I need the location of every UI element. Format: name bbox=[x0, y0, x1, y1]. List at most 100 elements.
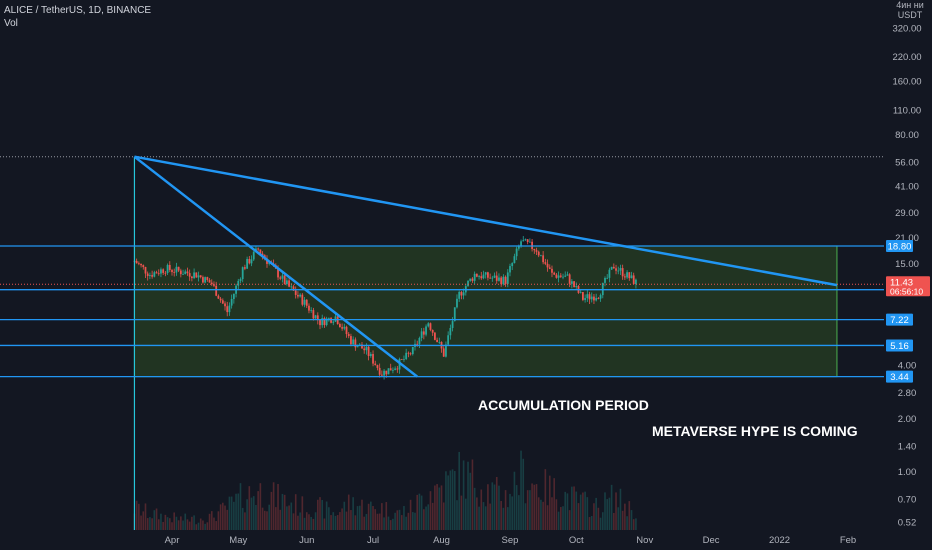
candle-body bbox=[232, 293, 235, 299]
candle-body bbox=[160, 269, 162, 274]
volume-bar bbox=[354, 515, 357, 530]
candle-body bbox=[215, 285, 218, 296]
candle-body bbox=[405, 352, 408, 359]
volume-bar bbox=[407, 512, 410, 530]
trendline bbox=[133, 155, 418, 378]
candle-body bbox=[612, 266, 615, 269]
candle-body bbox=[352, 339, 355, 345]
volume-bar bbox=[330, 515, 332, 530]
y-tick-label: 29.00 bbox=[895, 208, 919, 219]
volume-bar bbox=[358, 505, 361, 530]
volume-bar bbox=[460, 495, 463, 530]
volume-bar bbox=[465, 498, 467, 530]
candle-body bbox=[374, 363, 377, 366]
volume-bar bbox=[403, 506, 405, 530]
candle-body bbox=[564, 275, 567, 277]
volume-bar bbox=[325, 501, 328, 530]
candle-body bbox=[566, 274, 569, 276]
volume-bar bbox=[613, 512, 615, 530]
candle-body bbox=[217, 295, 220, 299]
candle-body bbox=[442, 348, 445, 357]
volume-bar bbox=[414, 512, 416, 530]
candle-body bbox=[277, 268, 279, 278]
volume-bar bbox=[352, 497, 354, 530]
interval-label: 4ин ни bbox=[896, 0, 924, 10]
volume-bar bbox=[608, 497, 611, 530]
candle-body bbox=[411, 346, 414, 355]
volume-bar bbox=[449, 470, 452, 530]
x-tick-label: Jun bbox=[299, 535, 314, 546]
candle-body bbox=[303, 299, 306, 305]
volume-bar bbox=[230, 496, 233, 530]
candle-body bbox=[526, 239, 529, 243]
volume-bar bbox=[400, 515, 403, 530]
candle-body bbox=[367, 346, 370, 357]
volume-bar bbox=[431, 502, 434, 530]
volume-bar bbox=[173, 512, 176, 530]
price-axis-header: 4ин ни USDT bbox=[890, 0, 930, 20]
volume-bar bbox=[557, 511, 560, 530]
y-tick-label: 220.00 bbox=[892, 52, 921, 63]
candle-body bbox=[475, 273, 478, 277]
candle-body bbox=[469, 278, 472, 281]
candle-body bbox=[153, 272, 156, 277]
volume-bar bbox=[436, 484, 438, 530]
axis-layer: 320.00 220.00 160.00 110.00 80.00 56.00 41.00 2… bbox=[165, 23, 930, 546]
volume-bar bbox=[425, 506, 427, 530]
candle-body bbox=[551, 268, 553, 273]
volume-bar bbox=[215, 521, 217, 530]
volume-bar bbox=[491, 482, 494, 530]
candle-body bbox=[294, 290, 297, 295]
volume-bar bbox=[188, 521, 191, 530]
volume-bar bbox=[182, 520, 184, 530]
volume-layer bbox=[133, 450, 637, 530]
volume-bar bbox=[405, 516, 407, 530]
volume-bar bbox=[135, 500, 138, 530]
volume-bar bbox=[268, 504, 271, 530]
candle-body bbox=[445, 344, 447, 357]
candle-body bbox=[292, 286, 295, 291]
volume-bar bbox=[553, 478, 555, 530]
volume-bar bbox=[193, 515, 195, 530]
candle-body bbox=[582, 292, 584, 300]
volume-bar bbox=[471, 459, 474, 530]
volume-bar bbox=[546, 505, 549, 530]
volume-bar bbox=[566, 493, 569, 530]
volume-bar bbox=[518, 495, 520, 530]
volume-bar bbox=[237, 493, 240, 530]
y-tick-label: 0.52 bbox=[898, 518, 917, 529]
candle-body bbox=[515, 248, 518, 257]
volume-bar bbox=[294, 494, 297, 530]
volume-bar bbox=[520, 450, 522, 530]
candle-body bbox=[193, 272, 195, 279]
candle-body bbox=[493, 275, 496, 278]
volume-bar bbox=[153, 510, 156, 530]
candle-body bbox=[283, 275, 286, 285]
candle-body bbox=[555, 274, 558, 278]
candle-body bbox=[314, 315, 317, 319]
candle-body bbox=[171, 270, 173, 273]
candle-body bbox=[149, 275, 151, 277]
volume-bar bbox=[363, 516, 365, 530]
candle-body bbox=[137, 263, 140, 265]
candle-body bbox=[190, 276, 193, 279]
volume-bar bbox=[387, 516, 390, 530]
volume-bar bbox=[615, 492, 617, 530]
candle-body bbox=[458, 291, 461, 299]
volume-bar bbox=[575, 491, 578, 530]
volume-bar bbox=[588, 517, 591, 530]
candle-body bbox=[343, 326, 346, 329]
volume-bar bbox=[323, 518, 326, 530]
candle-body bbox=[542, 255, 545, 263]
volume-bar bbox=[164, 514, 167, 530]
volume-bar bbox=[202, 520, 204, 530]
candle-body bbox=[195, 272, 198, 278]
volume-bar bbox=[279, 509, 282, 530]
candle-body bbox=[363, 348, 366, 351]
volume-bar bbox=[381, 503, 383, 530]
candle-body bbox=[533, 248, 536, 251]
y-tick-label: 56.00 bbox=[895, 158, 919, 169]
candle-body bbox=[323, 318, 326, 326]
